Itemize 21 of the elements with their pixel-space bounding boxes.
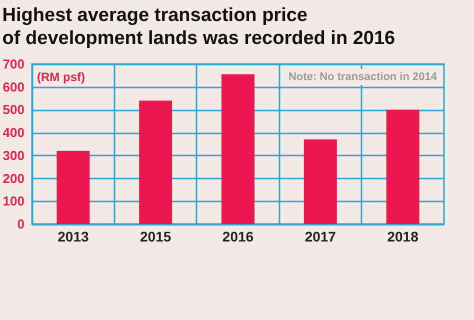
y-tick-label: 100 [2,194,24,209]
y-tick-label: 600 [2,79,24,94]
y-tick-label: 200 [2,170,24,186]
chart-title: Highest average transaction price of development lands was recorded in 2016 [2,5,396,49]
x-tick-label: 2016 [222,228,254,244]
bar [386,110,420,224]
y-tick-label: 300 [2,148,24,163]
y-tick-label: 400 [2,125,24,140]
y-tick-label: 500 [2,102,24,118]
x-tick-label: 2015 [140,228,172,244]
bar [139,100,172,224]
x-tick-label: 2018 [387,228,419,244]
x-tick-label: 2017 [304,228,336,244]
x-tick-label: 2013 [58,228,89,244]
y-tick-label: 700 [2,56,24,72]
y-tick-label: 0 [17,216,24,232]
bar [222,74,254,224]
bar [56,150,90,224]
y-axis-title: (RM psf) [37,70,85,84]
annotation: Note: No transaction in 2014 [288,71,438,83]
bar [304,139,337,224]
